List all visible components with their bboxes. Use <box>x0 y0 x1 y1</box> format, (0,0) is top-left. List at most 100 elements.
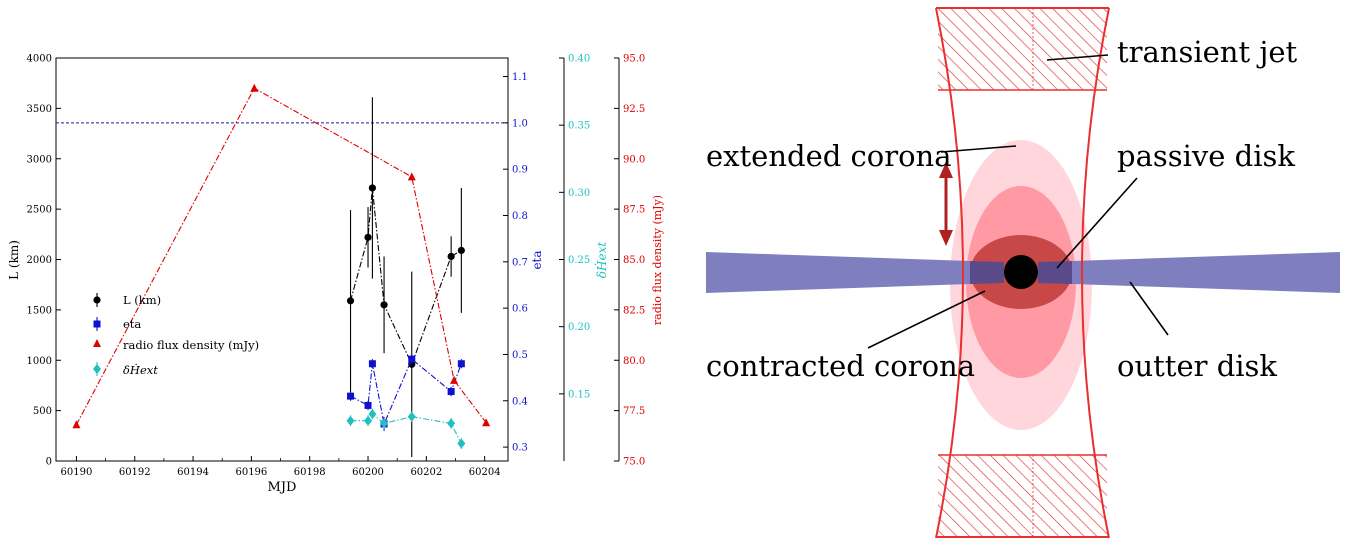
legend-label-radio: radio flux density (mJy) <box>123 338 259 352</box>
point-eta-6 <box>457 360 465 368</box>
point-L-6 <box>457 246 465 255</box>
y-tick-label-length-0: 0 <box>46 457 52 468</box>
plot-frame <box>55 57 509 462</box>
x-tick-label-4: 60198 <box>294 467 326 478</box>
x-tick-label-6: 60202 <box>410 467 442 478</box>
y-axis-dh-ext: 0.15 0.20 0.25 0.30 0.35 0.40 <box>559 54 590 461</box>
x-axis-label: MJD <box>268 480 297 495</box>
y-tick-label-eta-3: 0.6 <box>512 304 528 315</box>
leader-outter-disk <box>1129 281 1169 336</box>
y-tick-label-radio-7: 92.5 <box>623 104 645 115</box>
jet-blob-top <box>938 8 1107 90</box>
y-tick-label-eta-8: 1.1 <box>512 72 528 83</box>
point-dH-2 <box>368 408 377 419</box>
y-tick-label-radio-6: 90.0 <box>623 154 645 165</box>
y-tick-label-radio-1: 77.5 <box>623 406 645 417</box>
legend-label-dh-ext: δḢext <box>123 363 158 377</box>
label-extended-corona: extended corona <box>706 139 952 173</box>
leader-transient-jet <box>1046 54 1109 61</box>
series-eta <box>347 354 465 431</box>
point-L-0 <box>346 297 355 305</box>
y-tick-label-radio-8: 95.0 <box>623 54 645 65</box>
legend-entry-radio: radio flux density (mJy) <box>93 338 259 352</box>
y-tick-label-dh-2: 0.25 <box>568 255 590 266</box>
y-tick-label-length-4: 2000 <box>27 255 52 266</box>
point-dH-1 <box>364 415 373 426</box>
y-axis-label-dh-ext: δḢext <box>594 242 609 279</box>
y-axis-label-length: L (km) <box>7 240 21 280</box>
y-tick-label-dh-5: 0.40 <box>568 54 590 65</box>
point-radio-1 <box>250 83 259 92</box>
point-dH-3 <box>380 418 389 429</box>
point-eta-4 <box>408 355 416 363</box>
point-eta-1 <box>364 401 372 409</box>
timeseries-chart: 60190 60192 60194 60196 60198 60200 60202 60204… <box>7 54 664 496</box>
series-L <box>346 97 465 457</box>
x-axis: 60190 60192 60194 60196 60198 60200 60202 60204 <box>61 456 501 478</box>
series-dH <box>346 408 466 449</box>
y-tick-label-radio-3: 82.5 <box>623 305 645 316</box>
legend-entry-dh-ext: δḢext <box>93 362 158 377</box>
y-tick-label-length-6: 3000 <box>27 154 52 165</box>
label-transient-jet: transient jet <box>1117 35 1298 69</box>
y-tick-label-length-5: 2500 <box>27 205 52 216</box>
leader-extended-corona <box>940 145 1017 153</box>
double-arrow <box>939 162 953 246</box>
point-dH-5 <box>447 418 456 429</box>
series-radio <box>72 83 491 429</box>
point-dH-4 <box>407 411 416 422</box>
point-radio-3 <box>450 375 459 384</box>
point-L-5 <box>447 252 455 261</box>
y-tick-label-dh-3: 0.30 <box>568 188 590 199</box>
point-L-3 <box>380 301 388 309</box>
y-axis-radio-flux: 75.0 77.5 80.0 82.5 85.0 87.5 90.0 92.5 95.0 <box>614 54 645 468</box>
x-tick-label-1: 60192 <box>119 467 151 478</box>
legend-entry-length: L (km) <box>93 293 161 307</box>
jet-blob-bottom <box>938 455 1107 537</box>
passive-disk-left <box>970 261 1004 284</box>
label-contracted-corona: contracted corona <box>706 349 975 383</box>
label-outter-disk: outter disk <box>1117 349 1277 383</box>
point-eta-0 <box>347 392 355 400</box>
y-tick-label-dh-4: 0.35 <box>568 121 590 132</box>
series-line-L <box>349 187 462 366</box>
y-tick-label-dh-1: 0.20 <box>568 322 590 333</box>
y-tick-label-length-3: 1500 <box>27 305 52 316</box>
point-eta-5 <box>447 388 455 396</box>
y-tick-label-radio-4: 85.0 <box>623 255 645 266</box>
point-L-1 <box>364 233 372 241</box>
point-eta-2 <box>368 360 376 368</box>
x-tick-label-5: 60200 <box>352 467 384 478</box>
y-tick-label-eta-1: 0.4 <box>512 396 528 407</box>
y-tick-label-length-7: 3500 <box>27 104 52 115</box>
y-tick-label-radio-2: 80.0 <box>623 356 645 367</box>
point-dH-6 <box>457 438 466 449</box>
jet-wall-left <box>935 7 964 539</box>
legend-label-length: L (km) <box>123 293 161 307</box>
outer-disk-left <box>706 252 970 293</box>
jet-wall-right <box>1081 7 1110 539</box>
leader-passive-disk <box>1056 177 1138 269</box>
x-tick-label-7: 60204 <box>469 467 501 478</box>
point-radio-0 <box>72 420 81 429</box>
y-tick-label-eta-0: 0.3 <box>512 443 528 454</box>
passive-disk-right <box>1038 261 1072 284</box>
point-radio-2 <box>407 172 416 181</box>
y-tick-label-eta-7: 1.0 <box>512 118 528 129</box>
y-tick-label-eta-5: 0.8 <box>512 211 528 222</box>
legend-entry-eta: eta <box>93 317 141 331</box>
y-tick-label-length-1: 500 <box>33 406 52 417</box>
x-tick-label-3: 60196 <box>235 467 267 478</box>
leader-contracted-corona <box>867 290 986 349</box>
legend-label-eta: eta <box>123 317 141 331</box>
y-axis-label-radio-flux: radio flux density (mJy) <box>651 195 664 325</box>
legend: L (km) eta radio flux density (mJy) δḢex… <box>93 293 259 377</box>
y-axis-eta: 0.3 0.4 0.5 0.6 0.7 0.8 0.9 1.0 1.1 <box>503 72 528 454</box>
y-tick-label-eta-6: 0.9 <box>512 165 528 176</box>
series-line-eta <box>350 358 462 426</box>
y-tick-label-radio-5: 87.5 <box>623 205 645 216</box>
x-tick-label-2: 60194 <box>177 467 209 478</box>
black-hole <box>1004 255 1038 289</box>
y-tick-label-length-2: 1000 <box>27 356 52 367</box>
